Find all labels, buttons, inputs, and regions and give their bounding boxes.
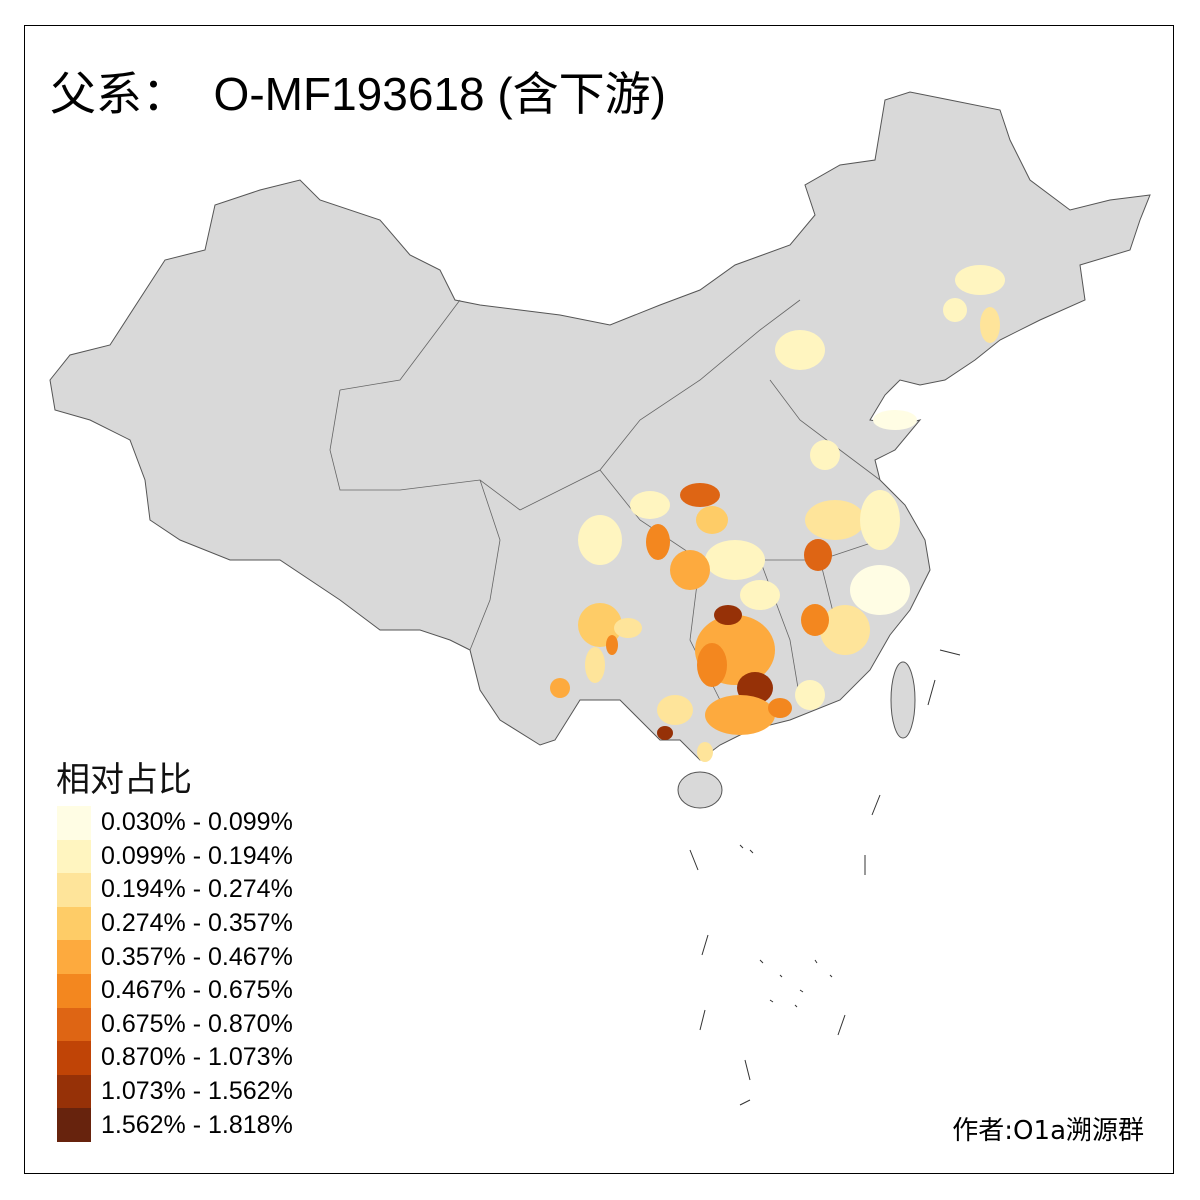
legend-label: 0.870% - 1.073% — [101, 1043, 293, 1072]
legend-item: 0.675% - 0.870% — [57, 1007, 293, 1042]
region — [850, 565, 910, 615]
legend-swatch — [57, 1074, 91, 1109]
legend: 0.030% - 0.099% 0.099% - 0.194% 0.194% - 0… — [57, 806, 293, 1142]
region — [614, 618, 642, 638]
hainan-island — [677, 771, 723, 809]
region — [705, 540, 765, 580]
region — [955, 265, 1005, 295]
legend-label: 0.675% - 0.870% — [101, 1009, 293, 1038]
legend-label: 1.073% - 1.562% — [101, 1077, 293, 1106]
region — [740, 580, 780, 610]
legend-label: 0.194% - 0.274% — [101, 875, 293, 904]
south-china-sea-islands — [689, 649, 961, 1106]
region — [696, 506, 728, 534]
legend-swatch — [57, 1041, 91, 1075]
region — [795, 680, 825, 710]
legend-label: 0.274% - 0.357% — [101, 909, 293, 938]
colored-regions — [550, 265, 1005, 762]
legend-label: 1.562% - 1.818% — [101, 1110, 293, 1139]
region — [943, 298, 967, 322]
legend-swatch — [57, 973, 91, 1008]
region — [980, 307, 1000, 343]
legend-swatch — [57, 906, 91, 941]
legend-item: 0.870% - 1.073% — [57, 1041, 293, 1075]
region — [578, 515, 622, 565]
legend-item: 0.099% - 0.194% — [57, 839, 293, 874]
legend-item: 1.073% - 1.562% — [57, 1074, 293, 1109]
region — [801, 604, 829, 636]
region — [646, 524, 670, 560]
region — [630, 491, 670, 519]
region — [805, 500, 865, 540]
taiwan-island — [890, 661, 916, 739]
region — [585, 647, 605, 683]
legend-title: 相对占比 — [56, 760, 192, 800]
region — [657, 726, 673, 740]
legend-label: 0.357% - 0.467% — [101, 942, 293, 971]
legend-item: 0.467% - 0.675% — [57, 973, 293, 1008]
legend-item: 0.194% - 0.274% — [57, 873, 293, 907]
region — [705, 695, 775, 735]
legend-swatch — [57, 940, 91, 974]
map-title: 父系： O-MF193618 (含下游) — [50, 68, 666, 120]
region — [768, 698, 792, 718]
region — [860, 490, 900, 550]
region — [680, 483, 720, 507]
region — [714, 605, 742, 625]
legend-item: 0.030% - 0.099% — [57, 806, 293, 840]
map-frame — [24, 25, 1174, 1174]
legend-swatch — [57, 1007, 91, 1042]
legend-swatch — [57, 1108, 91, 1142]
region — [550, 678, 570, 698]
legend-item: 0.357% - 0.467% — [57, 940, 293, 974]
region — [810, 440, 840, 470]
region — [804, 539, 832, 571]
legend-label: 0.099% - 0.194% — [101, 841, 293, 870]
legend-label: 0.030% - 0.099% — [101, 808, 293, 837]
china-landmass — [49, 91, 1151, 809]
region — [606, 635, 618, 655]
legend-item: 1.562% - 1.818% — [57, 1108, 293, 1142]
region — [775, 330, 825, 370]
legend-label: 0.467% - 0.675% — [101, 976, 293, 1005]
region — [820, 605, 870, 655]
region — [657, 695, 693, 725]
legend-swatch — [57, 873, 91, 907]
region — [697, 643, 727, 687]
region — [670, 550, 710, 590]
region — [873, 410, 917, 430]
author-credit: 作者:O1a溯源群 — [952, 1116, 1144, 1146]
legend-swatch — [57, 839, 91, 874]
legend-item: 0.274% - 0.357% — [57, 906, 293, 941]
legend-swatch — [57, 806, 91, 840]
region — [697, 742, 713, 762]
